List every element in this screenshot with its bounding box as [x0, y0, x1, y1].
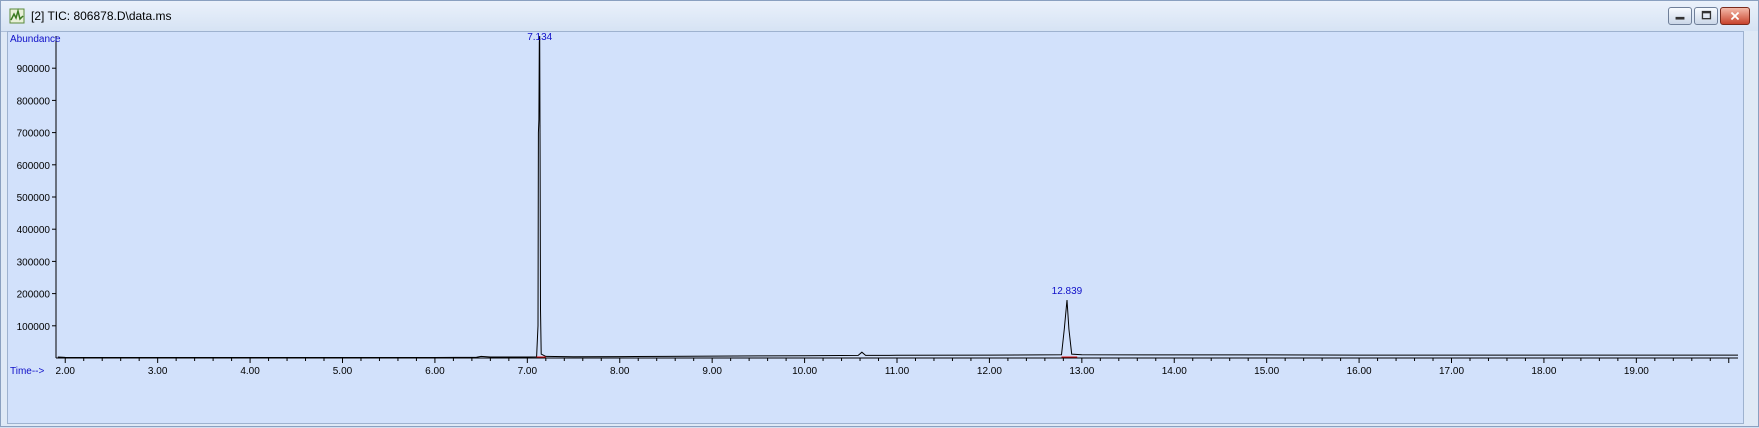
x-tick-label: 18.00 — [1531, 366, 1556, 377]
x-tick-label: 4.00 — [240, 366, 260, 377]
x-tick-label: 19.00 — [1624, 366, 1649, 377]
y-tick-label: 900000 — [17, 64, 51, 75]
x-tick-label: 11.00 — [885, 366, 910, 377]
x-tick-label: 6.00 — [425, 366, 445, 377]
y-tick-label: 600000 — [17, 161, 51, 172]
chromatogram-plot[interactable]: 100000 200000 300000 400000 500000 600000 7000… — [7, 31, 1744, 424]
peak-label: 12.839 — [1052, 286, 1083, 297]
tic-trace-line — [57, 35, 1738, 358]
x-tick-label: 7.00 — [518, 366, 538, 377]
y-tick-label: 500000 — [17, 193, 51, 204]
minimize-icon — [1675, 16, 1685, 20]
y-tick-label: 200000 — [17, 290, 51, 301]
x-tick-label: 5.00 — [333, 366, 353, 377]
x-tick-label: 14.00 — [1162, 366, 1187, 377]
y-tick-label: 100000 — [17, 322, 51, 333]
y-tick-label: 300000 — [17, 257, 51, 268]
y-tick-label: 800000 — [17, 96, 51, 107]
x-tick-label: 2.00 — [56, 366, 76, 377]
y-axis-label: Abundance — [10, 34, 61, 45]
chromatogram-app-icon — [9, 8, 25, 24]
minimize-button[interactable] — [1668, 7, 1692, 25]
x-tick-label: 8.00 — [610, 366, 630, 377]
x-tick-label: 3.00 — [148, 366, 168, 377]
x-tick-label: 9.00 — [702, 366, 722, 377]
restore-button[interactable] — [1694, 7, 1718, 25]
x-tick-label: 17.00 — [1439, 366, 1464, 377]
y-tick-label: 400000 — [17, 225, 51, 236]
x-axis-label: Time--> — [10, 366, 45, 377]
x-tick-label: 15.00 — [1254, 366, 1279, 377]
peak-label: 7.134 — [527, 32, 552, 43]
y-tick-label: 700000 — [17, 129, 51, 140]
x-tick-label: 16.00 — [1347, 366, 1372, 377]
title-bar[interactable]: [2] TIC: 806878.D\data.ms — [1, 1, 1758, 32]
window-title: [2] TIC: 806878.D\data.ms — [31, 9, 172, 23]
tic-chart: 100000 200000 300000 400000 500000 600000 7000… — [10, 32, 1738, 377]
x-tick-label: 10.00 — [792, 366, 817, 377]
vertical-scrollbar[interactable] — [1744, 31, 1758, 424]
close-icon — [1730, 11, 1740, 21]
close-button[interactable] — [1720, 7, 1750, 25]
x-tick-label: 12.00 — [977, 366, 1002, 377]
x-tick-label: 13.00 — [1069, 366, 1094, 377]
restore-icon — [1701, 10, 1712, 20]
